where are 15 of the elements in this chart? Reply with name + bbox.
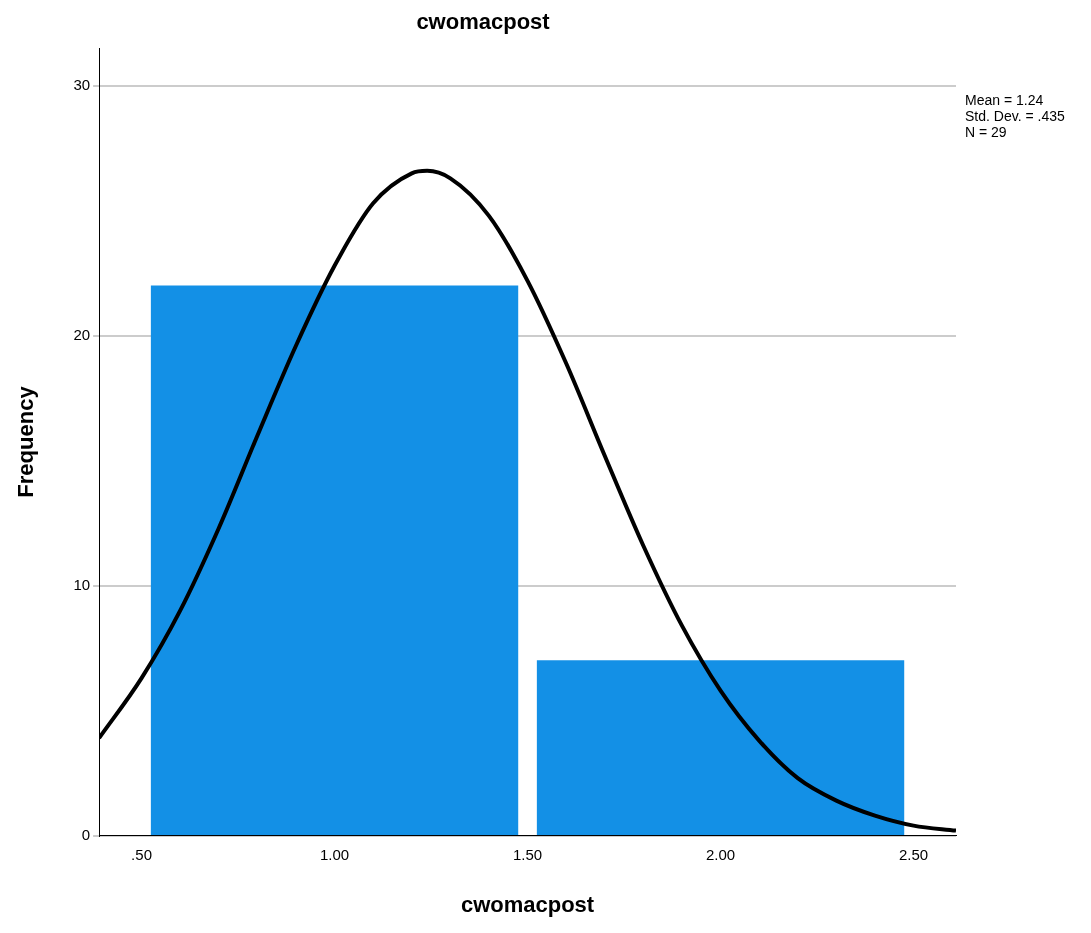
x-tick-label: 2.00 xyxy=(705,845,736,863)
x-axis-title: cwomacpost xyxy=(460,891,595,917)
text: N = 29 xyxy=(965,124,1008,140)
y-tick-label: 10 xyxy=(73,575,91,593)
chart-title: cwomacpost xyxy=(416,9,551,35)
y-tick-label: 20 xyxy=(73,325,91,343)
x-tick-label: 1.50 xyxy=(512,845,543,863)
text: Std. Dev. = .435 xyxy=(965,108,1065,124)
y-tick-label: 30 xyxy=(73,76,91,94)
x-tick-label: 1.00 xyxy=(319,845,350,863)
x-tick-label: .50 xyxy=(131,845,152,863)
x-tick-label: 2.50 xyxy=(898,845,929,863)
text: Mean = 1.24 xyxy=(965,92,1045,108)
y-axis-title: Frequency xyxy=(13,385,39,498)
y-tick-label: 0 xyxy=(81,825,91,843)
